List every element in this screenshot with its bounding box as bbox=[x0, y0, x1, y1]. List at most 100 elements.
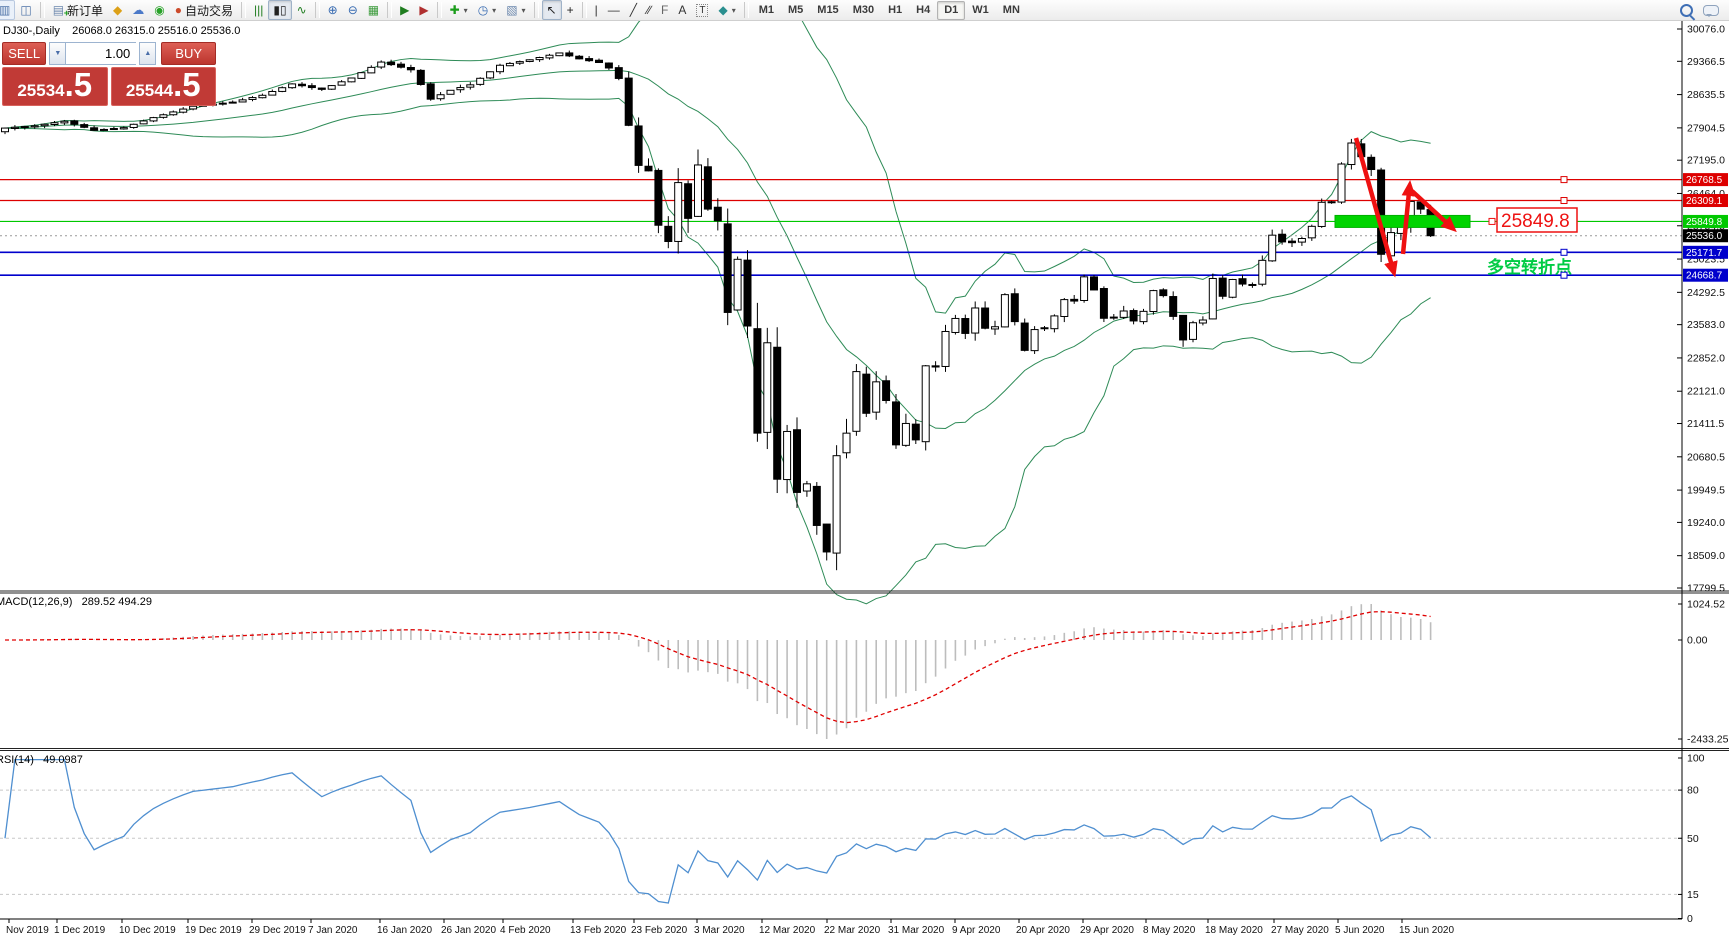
data-window-icon[interactable]: ◫ bbox=[15, 0, 36, 20]
price-annotation-text: 25849.8 bbox=[1501, 211, 1570, 232]
charts-icon: ▥ bbox=[0, 3, 11, 17]
svg-text:24668.7: 24668.7 bbox=[1686, 271, 1723, 282]
equidistant-channel-icon[interactable]: ∕∕ bbox=[642, 0, 656, 20]
volume-increase-button[interactable]: ▲ bbox=[139, 42, 157, 65]
timeframe-m30[interactable]: M30 bbox=[852, 3, 875, 16]
new-order-button: ▤ + bbox=[52, 3, 70, 18]
toolbar-separator bbox=[581, 2, 587, 18]
timeframe-h1[interactable]: H1 bbox=[888, 3, 903, 16]
autotrading-button[interactable]: ● 自动交易 bbox=[170, 0, 238, 20]
rsi-indicator-label: RSI(14) 49.0987 bbox=[0, 754, 83, 766]
buy-price[interactable]: 25544.5 bbox=[110, 67, 216, 106]
history-center-icon: ◆ bbox=[113, 3, 123, 17]
buy-button[interactable]: BUY bbox=[161, 42, 216, 65]
auto-scroll-icon[interactable]: ▶ bbox=[395, 0, 414, 20]
fibonacci-icon: F bbox=[661, 3, 669, 17]
ohlc-values: 26068.0 26315.0 25516.0 25536.0 bbox=[72, 25, 241, 37]
date-label: Nov 2019 bbox=[6, 925, 49, 936]
date-label: 1 Dec 2019 bbox=[54, 925, 106, 936]
trend-arrow[interactable] bbox=[1410, 189, 1457, 233]
templates-button[interactable]: ▧ ▾ bbox=[501, 0, 530, 20]
date-label: 20 Apr 2020 bbox=[1016, 925, 1070, 936]
date-label: 4 Feb 2020 bbox=[500, 925, 551, 936]
horizontal-line-icon[interactable]: — bbox=[603, 0, 625, 20]
svg-text:0: 0 bbox=[1687, 913, 1693, 925]
chat-icon[interactable] bbox=[1703, 4, 1719, 17]
timeframe-m15[interactable]: M15 bbox=[817, 3, 839, 16]
price-tag bbox=[1683, 173, 1728, 187]
templates-button: ▧ bbox=[506, 3, 518, 17]
timeframe-mn[interactable]: MN bbox=[1002, 3, 1020, 16]
sell-price[interactable]: 25534.5 bbox=[2, 67, 108, 106]
arrows-icon[interactable]: ◆ ▾ bbox=[713, 0, 740, 20]
mql5-community-icon[interactable]: ☁ bbox=[127, 0, 149, 20]
trend-arrow[interactable] bbox=[1400, 180, 1416, 255]
text-icon[interactable]: A bbox=[673, 0, 691, 20]
date-label: 12 Mar 2020 bbox=[759, 925, 816, 936]
svg-text:26768.5: 26768.5 bbox=[1686, 175, 1723, 186]
search-icon[interactable] bbox=[1680, 3, 1693, 17]
svg-text:25171.7: 25171.7 bbox=[1686, 248, 1723, 259]
zoom-out-icon: ⊖ bbox=[347, 3, 358, 17]
volume-decrease-button[interactable]: ▼ bbox=[49, 42, 67, 65]
date-label: 26 Jan 2020 bbox=[441, 925, 496, 936]
vertical-line-icon[interactable]: | bbox=[590, 0, 603, 20]
date-label: 3 Mar 2020 bbox=[694, 925, 745, 936]
periods-button[interactable]: ◷ ▾ bbox=[473, 0, 502, 20]
main-toolbar: ▥ ◫ ▤ + 新订单 ◆ ☁ ◉ ● 自动交易 ||| ▮▯ ∿ ⊕ ⊖ ▦ ▶ ▶ ✚ ▾ ◷ ▾ ▧ ▾ ↖ + | — ╱ ∕∕ F… bbox=[0, 0, 1729, 21]
toolbar-separator bbox=[241, 2, 247, 18]
periods-button: ◷ bbox=[477, 3, 489, 17]
charts-icon[interactable]: ▥ bbox=[0, 0, 16, 20]
zoom-in-icon: ⊕ bbox=[327, 3, 338, 17]
text-label-icon[interactable]: T bbox=[691, 0, 713, 20]
bar-chart-icon[interactable]: ||| bbox=[249, 0, 268, 20]
current-price-tag bbox=[1683, 229, 1728, 243]
trendline-icon[interactable]: ╱ bbox=[625, 0, 642, 20]
timeframe-m5[interactable]: M5 bbox=[788, 3, 804, 16]
svg-text:23583.0: 23583.0 bbox=[1687, 319, 1725, 331]
chart-shift-icon[interactable]: ▶ bbox=[414, 0, 433, 20]
svg-text:19949.5: 19949.5 bbox=[1687, 485, 1725, 497]
timeframe-h4[interactable]: H4 bbox=[916, 3, 931, 16]
date-label: 22 Mar 2020 bbox=[824, 925, 881, 936]
timeframe-d1[interactable]: D1 bbox=[937, 0, 966, 20]
signals-icon[interactable]: ◉ bbox=[149, 0, 169, 20]
timeframe-m1[interactable]: M1 bbox=[758, 3, 774, 16]
date-label: 15 Jun 2020 bbox=[1399, 925, 1454, 936]
sell-button[interactable]: SELL bbox=[2, 42, 47, 65]
line-chart-icon[interactable]: ∿ bbox=[292, 0, 312, 20]
svg-text:50: 50 bbox=[1687, 833, 1699, 845]
timeframe-w1[interactable]: W1 bbox=[972, 3, 989, 16]
zoom-in-icon[interactable]: ⊕ bbox=[323, 0, 343, 20]
date-label: 13 Feb 2020 bbox=[570, 925, 627, 936]
zoom-out-icon[interactable]: ⊖ bbox=[343, 0, 363, 20]
annotations-layer: 25849.8 多空转折点 bbox=[1334, 137, 1578, 278]
svg-text:0.00: 0.00 bbox=[1687, 635, 1708, 647]
svg-text:1024.52: 1024.52 bbox=[1687, 599, 1725, 611]
time-axis-labels: Nov 2019 1 Dec 2019 10 Dec 2019 19 Dec 2019… bbox=[6, 919, 1454, 936]
indicators-button[interactable]: ✚ ▾ bbox=[445, 0, 473, 20]
svg-text:15: 15 bbox=[1687, 889, 1699, 901]
history-center-icon[interactable]: ◆ bbox=[108, 0, 127, 20]
toolbar-separator bbox=[436, 2, 442, 18]
crosshair-icon[interactable]: + bbox=[562, 0, 579, 20]
svg-text:18509.0: 18509.0 bbox=[1687, 550, 1725, 562]
price-annotation-box[interactable] bbox=[1496, 207, 1578, 233]
svg-text:20680.5: 20680.5 bbox=[1687, 451, 1725, 463]
new-order-button-label: 新订单 bbox=[67, 3, 104, 18]
cursor-icon[interactable]: ↖ bbox=[541, 0, 562, 20]
svg-text:30076.0: 30076.0 bbox=[1687, 24, 1725, 36]
supply-zone-rect[interactable] bbox=[1334, 214, 1471, 228]
svg-text:21411.5: 21411.5 bbox=[1687, 418, 1724, 430]
volume-input[interactable]: 1.00 bbox=[66, 42, 137, 65]
new-order-button[interactable]: ▤ + 新订单 bbox=[48, 0, 108, 20]
tile-windows-icon[interactable]: ▦ bbox=[363, 0, 384, 20]
arrows-icon: ◆ bbox=[718, 3, 728, 17]
fibonacci-icon[interactable]: F bbox=[656, 0, 673, 20]
pivot-point-text[interactable]: 多空转折点 bbox=[1487, 257, 1572, 277]
svg-text:25536.0: 25536.0 bbox=[1686, 231, 1723, 242]
trend-arrow[interactable] bbox=[1353, 137, 1398, 278]
candlestick-chart-icon[interactable]: ▮▯ bbox=[268, 0, 292, 20]
date-label: 31 Mar 2020 bbox=[888, 925, 945, 936]
